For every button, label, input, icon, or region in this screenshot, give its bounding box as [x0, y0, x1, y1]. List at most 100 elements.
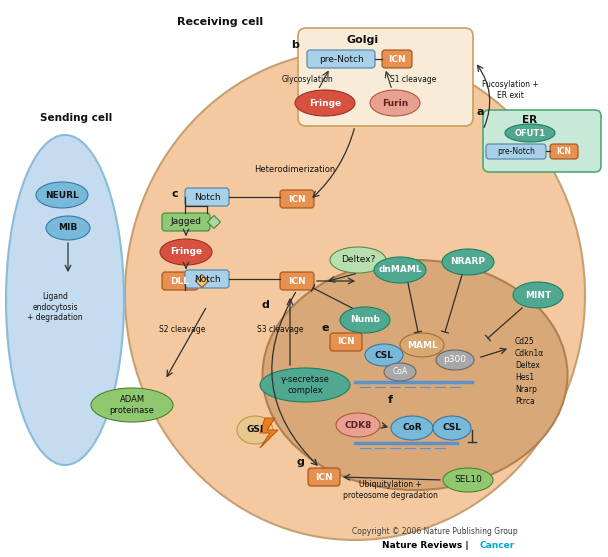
- Ellipse shape: [330, 247, 386, 273]
- Text: Cd25: Cd25: [515, 338, 535, 346]
- Text: pre-Notch: pre-Notch: [319, 55, 364, 63]
- Ellipse shape: [91, 388, 173, 422]
- Text: ICN: ICN: [288, 194, 306, 203]
- Ellipse shape: [46, 216, 90, 240]
- Text: Hes1: Hes1: [515, 374, 534, 383]
- Ellipse shape: [336, 413, 380, 437]
- Text: ER: ER: [522, 115, 537, 125]
- Text: Ligand
endocytosis
+ degradation: Ligand endocytosis + degradation: [27, 292, 83, 322]
- Text: a: a: [476, 107, 484, 117]
- Ellipse shape: [36, 182, 88, 208]
- Text: MIB: MIB: [58, 223, 78, 232]
- Ellipse shape: [160, 239, 212, 265]
- Text: Fringe: Fringe: [170, 247, 202, 257]
- Ellipse shape: [436, 350, 474, 370]
- Text: S1 cleavage: S1 cleavage: [390, 75, 436, 84]
- FancyBboxPatch shape: [307, 50, 375, 68]
- Ellipse shape: [513, 282, 563, 308]
- Ellipse shape: [443, 468, 493, 492]
- Polygon shape: [260, 418, 278, 448]
- Text: e: e: [321, 323, 329, 333]
- Text: S2 cleavage: S2 cleavage: [159, 325, 205, 335]
- Ellipse shape: [260, 368, 350, 402]
- Text: CSL: CSL: [443, 423, 461, 432]
- FancyBboxPatch shape: [550, 144, 578, 159]
- Text: d: d: [261, 300, 269, 310]
- Text: Furin: Furin: [382, 99, 408, 108]
- Text: b: b: [291, 40, 299, 50]
- FancyBboxPatch shape: [382, 50, 412, 68]
- FancyBboxPatch shape: [185, 270, 229, 288]
- Ellipse shape: [433, 416, 471, 440]
- Text: ICN: ICN: [337, 338, 355, 346]
- Ellipse shape: [263, 260, 567, 490]
- Ellipse shape: [442, 249, 494, 275]
- FancyBboxPatch shape: [308, 468, 340, 486]
- Text: g: g: [296, 457, 304, 467]
- Text: CSL: CSL: [375, 350, 393, 359]
- Ellipse shape: [365, 344, 403, 366]
- Text: Cdkn1α: Cdkn1α: [515, 349, 544, 359]
- Text: dnMAML: dnMAML: [378, 266, 422, 275]
- Text: CoA: CoA: [392, 368, 407, 377]
- Text: Glycosylation: Glycosylation: [282, 75, 334, 84]
- Ellipse shape: [340, 307, 390, 333]
- FancyBboxPatch shape: [280, 190, 314, 208]
- Text: Sending cell: Sending cell: [40, 113, 112, 123]
- Text: Nature Reviews |: Nature Reviews |: [382, 540, 472, 550]
- Ellipse shape: [237, 416, 273, 444]
- Text: Ubiquitylation +
proteosome degradation: Ubiquitylation + proteosome degradation: [342, 480, 437, 500]
- FancyBboxPatch shape: [298, 28, 473, 126]
- Ellipse shape: [374, 257, 426, 283]
- Text: Cancer: Cancer: [479, 540, 514, 550]
- FancyBboxPatch shape: [330, 333, 362, 351]
- Text: Jagged: Jagged: [170, 217, 201, 227]
- Text: CoR: CoR: [402, 423, 422, 432]
- Text: NEURL: NEURL: [45, 190, 79, 199]
- Text: SEL10: SEL10: [454, 476, 482, 485]
- Text: f: f: [387, 395, 393, 405]
- Text: γ-secretase
complex: γ-secretase complex: [280, 375, 330, 395]
- Ellipse shape: [400, 333, 444, 357]
- Text: ICN: ICN: [556, 146, 572, 155]
- Text: CDK8: CDK8: [344, 421, 371, 429]
- FancyBboxPatch shape: [483, 110, 601, 172]
- Ellipse shape: [6, 135, 124, 465]
- FancyBboxPatch shape: [185, 188, 229, 206]
- Polygon shape: [207, 216, 221, 228]
- Text: c: c: [171, 189, 178, 199]
- FancyBboxPatch shape: [162, 272, 198, 290]
- FancyBboxPatch shape: [280, 272, 314, 290]
- Text: NRARP: NRARP: [451, 257, 486, 266]
- Text: Fucosylation +
ER exit: Fucosylation + ER exit: [482, 80, 538, 100]
- Polygon shape: [196, 275, 209, 287]
- Text: Notch: Notch: [194, 275, 220, 284]
- Text: OFUT1: OFUT1: [514, 129, 545, 138]
- Ellipse shape: [384, 363, 416, 381]
- Text: DLL: DLL: [170, 276, 190, 286]
- Text: p300: p300: [443, 355, 466, 364]
- Text: Nrarp: Nrarp: [515, 385, 537, 394]
- Text: Receiving cell: Receiving cell: [177, 17, 263, 27]
- Text: ICN: ICN: [315, 472, 333, 481]
- Text: Fringe: Fringe: [309, 99, 341, 108]
- Ellipse shape: [370, 90, 420, 116]
- Text: Ptrca: Ptrca: [515, 398, 535, 407]
- Text: Deltex?: Deltex?: [341, 256, 375, 265]
- Text: Golgi: Golgi: [347, 35, 379, 45]
- FancyBboxPatch shape: [486, 144, 546, 159]
- Text: Deltex: Deltex: [515, 361, 540, 370]
- Text: GSI: GSI: [246, 426, 264, 434]
- Text: ADAM
proteinase: ADAM proteinase: [109, 395, 154, 415]
- Text: Heterodimerization: Heterodimerization: [254, 165, 336, 174]
- Text: ICN: ICN: [388, 55, 406, 63]
- Ellipse shape: [125, 50, 585, 540]
- Text: S3 cleavage: S3 cleavage: [257, 325, 303, 335]
- Text: Numb: Numb: [350, 315, 380, 325]
- Ellipse shape: [505, 124, 555, 142]
- Text: pre-Notch: pre-Notch: [497, 146, 535, 155]
- Text: MINT: MINT: [525, 291, 551, 300]
- Ellipse shape: [391, 416, 433, 440]
- Text: ICN: ICN: [288, 276, 306, 286]
- Text: MAML: MAML: [407, 340, 437, 349]
